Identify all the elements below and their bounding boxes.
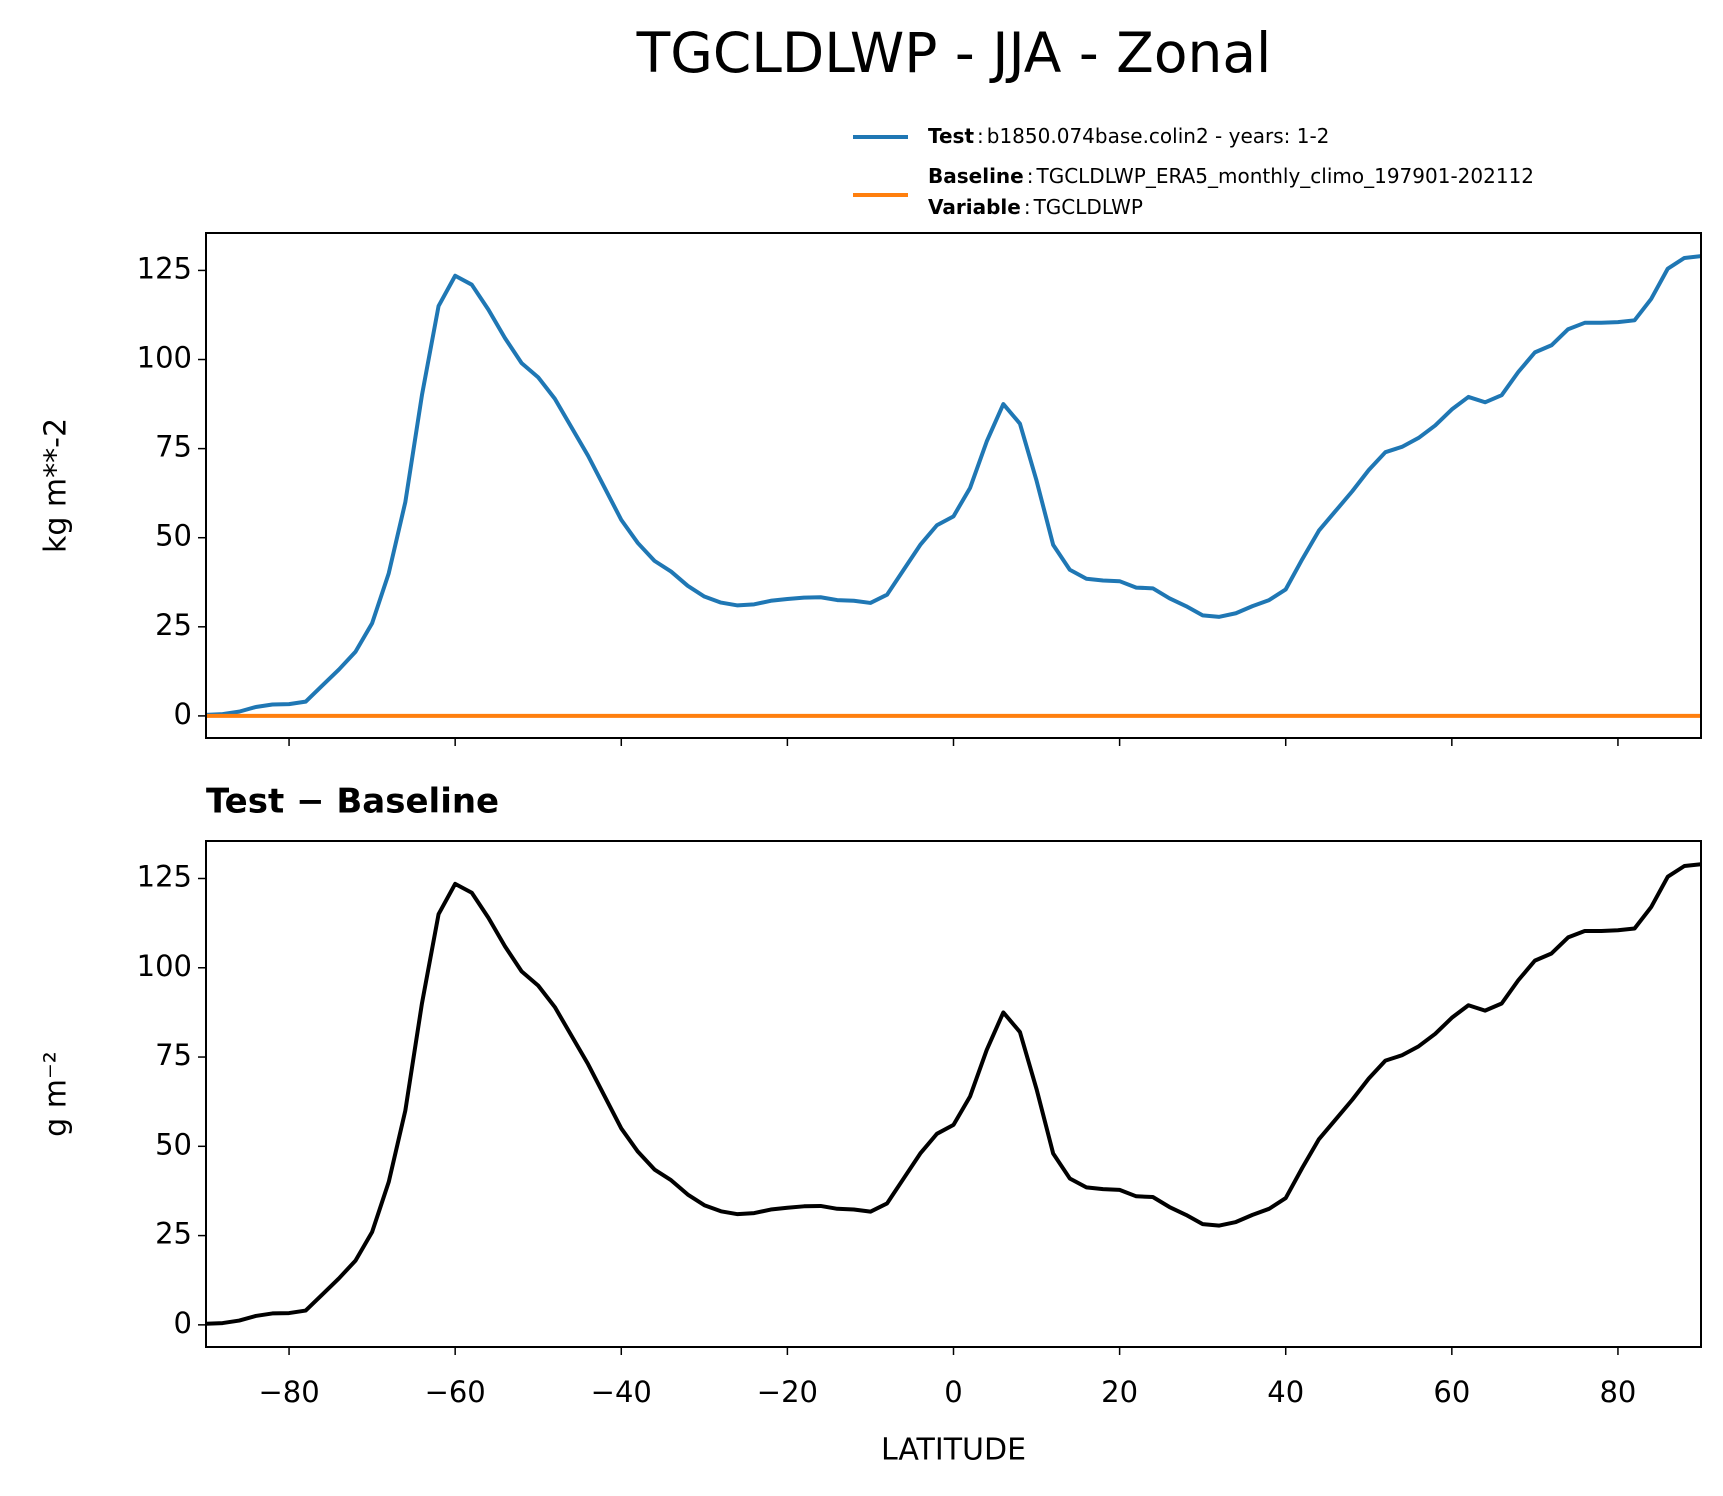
x-tick-label: 40 bbox=[1267, 1375, 1304, 1409]
legend-desc: TGCLDLWP bbox=[1033, 195, 1143, 219]
legend-desc: TGCLDLWP_ERA5_monthly_climo_197901-20211… bbox=[1035, 164, 1534, 188]
axes-frame bbox=[205, 232, 1702, 739]
axes-frame bbox=[205, 840, 1702, 1348]
legend-name: Test bbox=[928, 124, 974, 148]
data-line bbox=[206, 254, 1701, 717]
legend-label: Baseline: TGCLDLWP_ERA5_monthly_climo_197… bbox=[928, 164, 1534, 188]
y-tick-label: 100 bbox=[137, 341, 192, 375]
x-tick-label: 80 bbox=[1599, 1375, 1636, 1409]
y-tick-label: 0 bbox=[174, 1306, 192, 1340]
y-tick-label: 25 bbox=[155, 608, 192, 642]
legend-sep: : bbox=[1027, 164, 1034, 188]
x-tick-label: −20 bbox=[757, 1375, 818, 1409]
y-tick-label: 125 bbox=[137, 251, 192, 285]
plot-area bbox=[206, 862, 1701, 1326]
x-tick-label: 0 bbox=[944, 1375, 962, 1409]
legend-sep: : bbox=[977, 124, 984, 148]
x-tick-label: 60 bbox=[1433, 1375, 1470, 1409]
x-tick-label: 20 bbox=[1101, 1375, 1138, 1409]
legend-label: Variable: TGCLDLWP bbox=[928, 195, 1143, 219]
data-line bbox=[206, 862, 1701, 1326]
subplot-title: Test − Baseline bbox=[206, 782, 499, 822]
x-axis-label: LATITUDE bbox=[881, 1433, 1026, 1468]
y-tick-label: 75 bbox=[155, 1038, 192, 1072]
legend-desc: b1850.074base.colin2 - years: 1-2 bbox=[987, 124, 1330, 148]
plot-area bbox=[206, 254, 1701, 718]
x-tick-label: −40 bbox=[591, 1375, 652, 1409]
y-tick-label: 100 bbox=[137, 949, 192, 983]
legend-sep: : bbox=[1024, 195, 1031, 219]
y-tick-label: 75 bbox=[155, 430, 192, 464]
legend-name: Baseline bbox=[928, 164, 1024, 188]
y-axis-label: kg m**-2 bbox=[39, 418, 74, 553]
y-tick-label: 125 bbox=[137, 859, 192, 893]
y-axis-label: g m⁻² bbox=[39, 1051, 74, 1137]
y-tick-label: 50 bbox=[155, 1127, 192, 1161]
x-tick-label: −80 bbox=[258, 1375, 319, 1409]
legend-label: Test: b1850.074base.colin2 - years: 1-2 bbox=[928, 124, 1329, 148]
figure-title: TGCLDLWP - JJA - Zonal bbox=[636, 21, 1272, 85]
x-tick-label: −60 bbox=[425, 1375, 486, 1409]
y-tick-label: 50 bbox=[155, 519, 192, 553]
legend-name: Variable bbox=[928, 195, 1021, 219]
y-tick-label: 0 bbox=[174, 697, 192, 731]
y-tick-label: 25 bbox=[155, 1217, 192, 1251]
